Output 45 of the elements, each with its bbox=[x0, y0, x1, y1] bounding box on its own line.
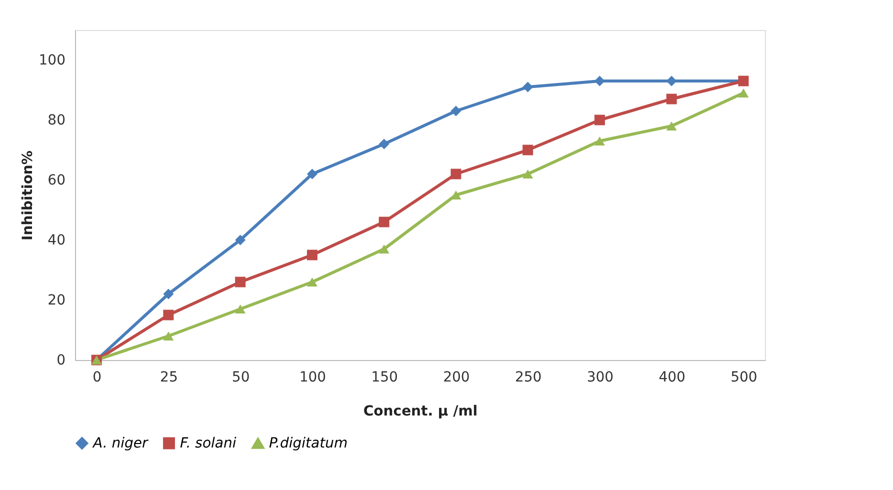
point bbox=[738, 88, 749, 98]
point bbox=[522, 82, 534, 92]
y-tick-label: 100 bbox=[38, 52, 66, 68]
point bbox=[450, 106, 462, 116]
x-tick-label: 200 bbox=[443, 370, 470, 386]
y-tick-label: 40 bbox=[48, 232, 66, 248]
point bbox=[163, 288, 174, 300]
point bbox=[594, 114, 605, 126]
point bbox=[235, 234, 246, 246]
x-tick-label: 150 bbox=[371, 370, 398, 386]
point bbox=[235, 276, 246, 288]
point bbox=[378, 138, 390, 150]
x-tick-label: 250 bbox=[514, 370, 542, 386]
x-tick-label: 400 bbox=[658, 370, 686, 386]
point bbox=[594, 76, 605, 86]
x-tick-label: 0 bbox=[92, 370, 102, 386]
y-tick-label: 0 bbox=[56, 352, 66, 368]
x-tick-label: 100 bbox=[299, 370, 326, 386]
point bbox=[666, 94, 677, 104]
y-tick-label: 80 bbox=[48, 112, 66, 128]
x-axis-title: Concent. µ /ml bbox=[363, 404, 478, 420]
point bbox=[450, 168, 462, 180]
point bbox=[306, 277, 318, 287]
point bbox=[522, 144, 534, 156]
point bbox=[378, 216, 390, 228]
point bbox=[666, 121, 677, 131]
y-tick-label: 60 bbox=[48, 172, 66, 188]
x-tick-label: 25 bbox=[160, 370, 178, 386]
y-axis-title: Inhibition% bbox=[20, 150, 36, 240]
legend-label: P.digitatum bbox=[269, 436, 348, 452]
point bbox=[235, 304, 246, 314]
point bbox=[522, 169, 534, 179]
point bbox=[163, 310, 174, 320]
point bbox=[378, 244, 390, 254]
x-tick-label: 50 bbox=[232, 370, 250, 386]
x-tick-label: 500 bbox=[730, 370, 758, 386]
y-tick-label: 20 bbox=[48, 292, 66, 308]
point bbox=[163, 331, 174, 341]
point bbox=[594, 136, 605, 146]
point bbox=[306, 250, 318, 260]
legend-label: F. solani bbox=[180, 435, 236, 452]
point bbox=[306, 168, 318, 180]
legend-label: A. niger bbox=[92, 435, 149, 452]
point bbox=[666, 76, 677, 86]
x-tick-label: 300 bbox=[586, 370, 614, 386]
